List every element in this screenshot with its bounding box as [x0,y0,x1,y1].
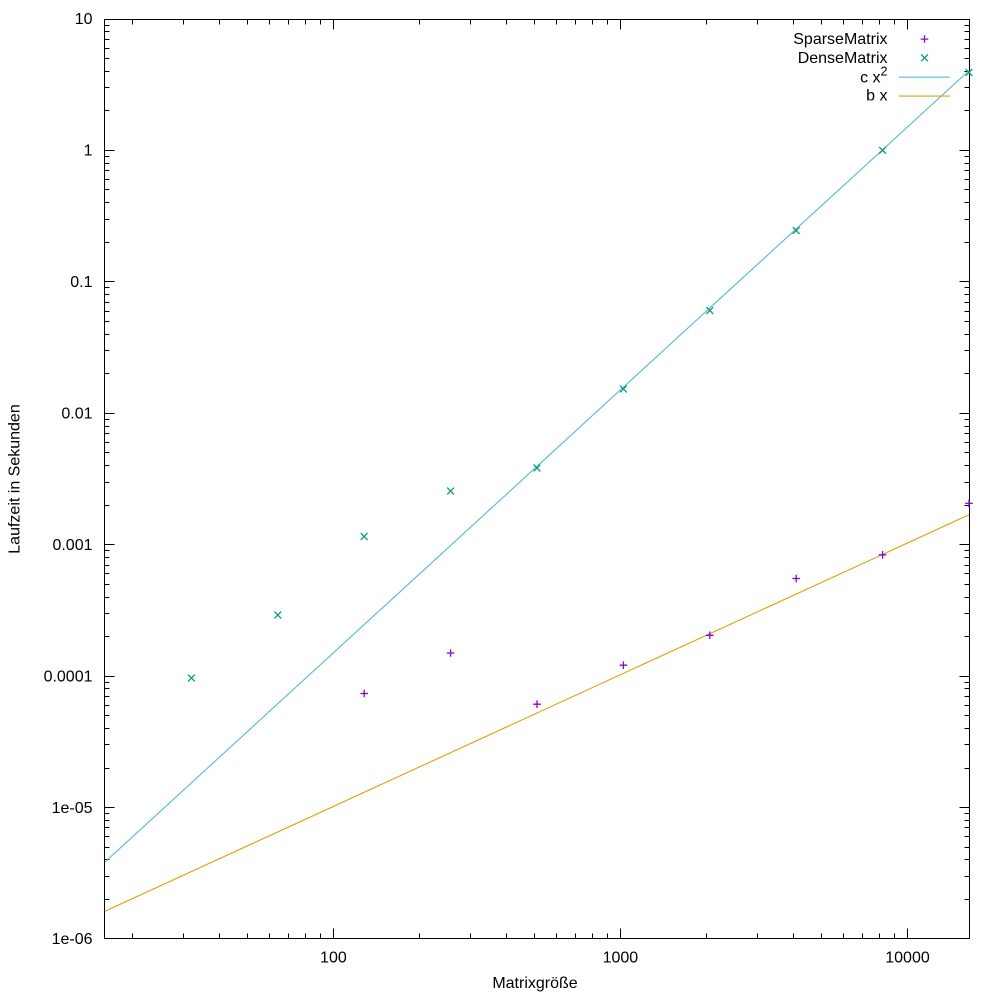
svg-text:DenseMatrix: DenseMatrix [798,50,888,67]
svg-text:1e-05: 1e-05 [52,800,93,817]
svg-text:100: 100 [320,950,347,967]
svg-text:1: 1 [84,143,93,160]
svg-text:1e-06: 1e-06 [52,931,93,948]
svg-text:0.01: 0.01 [61,406,92,423]
svg-text:0.1: 0.1 [70,274,92,291]
svg-text:b x: b x [866,87,887,104]
svg-text:1000: 1000 [603,950,639,967]
svg-text:0.001: 0.001 [52,537,92,554]
svg-text:Matrixgröße: Matrixgröße [492,975,577,992]
svg-text:10: 10 [75,11,93,28]
svg-text:0.0001: 0.0001 [44,668,93,685]
svg-text:SparseMatrix: SparseMatrix [793,31,887,48]
svg-text:10000: 10000 [885,950,930,967]
svg-text:Laufzeit in Sekunden: Laufzeit in Sekunden [7,404,24,553]
